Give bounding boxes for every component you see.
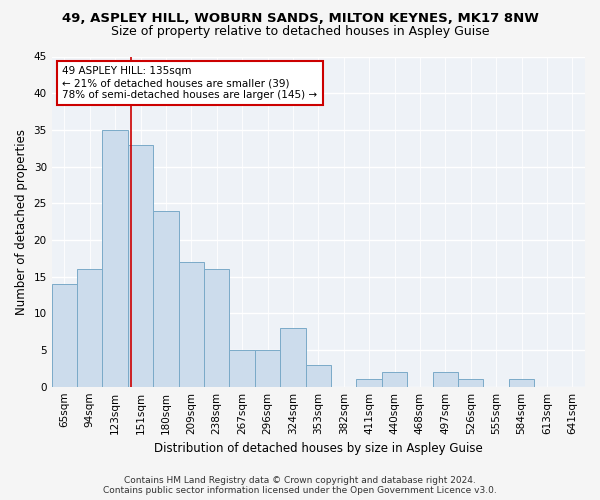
Bar (103, 130, 128, 386)
Text: 49, ASPLEY HILL, WOBURN SANDS, MILTON KEYNES, MK17 8NW: 49, ASPLEY HILL, WOBURN SANDS, MILTON KE… (62, 12, 538, 26)
Text: Size of property relative to detached houses in Aspley Guise: Size of property relative to detached ho… (111, 25, 489, 38)
Bar (128, 144, 153, 386)
Text: 49 ASPLEY HILL: 135sqm
← 21% of detached houses are smaller (39)
78% of semi-det: 49 ASPLEY HILL: 135sqm ← 21% of detached… (62, 66, 317, 100)
Bar (52, 284, 77, 386)
Bar (255, 350, 280, 387)
Bar (382, 372, 407, 386)
Bar (229, 350, 255, 387)
Bar (458, 380, 484, 386)
Bar (153, 210, 179, 386)
X-axis label: Distribution of detached houses by size in Aspley Guise: Distribution of detached houses by size … (154, 442, 483, 455)
Bar (305, 364, 331, 386)
Bar (433, 372, 458, 386)
Bar (509, 380, 534, 386)
Bar (179, 262, 204, 386)
Bar (204, 270, 229, 386)
Text: Contains HM Land Registry data © Crown copyright and database right 2024.
Contai: Contains HM Land Registry data © Crown c… (103, 476, 497, 495)
Y-axis label: Number of detached properties: Number of detached properties (15, 128, 28, 314)
Bar (356, 380, 382, 386)
Bar (77, 270, 103, 386)
Bar (280, 328, 305, 386)
